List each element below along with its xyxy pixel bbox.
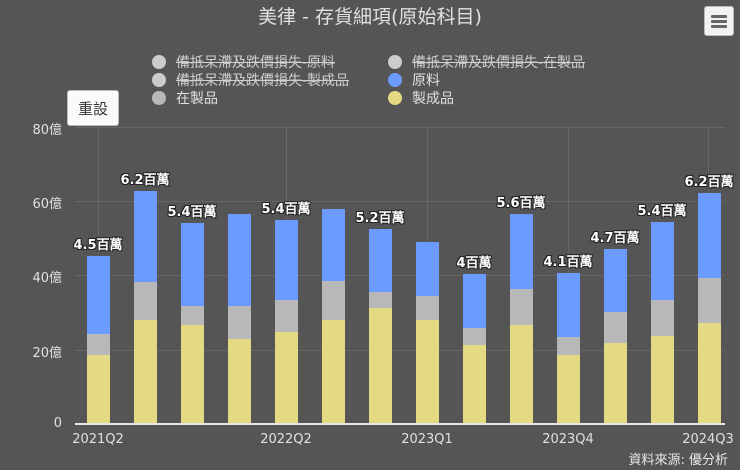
legend-item-finished-goods[interactable]: 製成品 — [388, 88, 454, 108]
bar-segment[interactable] — [556, 272, 580, 338]
total-label: 4.5百萬 — [73, 237, 123, 253]
total-label: 5.2百萬 — [355, 210, 405, 226]
bar-segment[interactable] — [86, 333, 110, 355]
legend-item-allowance-finished[interactable]: 備抵呆滯及跌價損失-製成品 — [152, 70, 349, 90]
bar-segment[interactable] — [274, 300, 298, 332]
bar-segment[interactable] — [556, 337, 580, 355]
bar-segment[interactable] — [274, 219, 298, 300]
legend-dot-icon — [152, 91, 166, 105]
gridline — [75, 201, 725, 202]
bar-segment[interactable] — [368, 291, 392, 308]
legend-dot-icon — [388, 55, 402, 69]
bar-segment[interactable] — [274, 331, 298, 424]
bar-segment[interactable] — [368, 228, 392, 292]
bar-segment[interactable] — [509, 213, 533, 289]
bar-segment[interactable] — [697, 323, 721, 424]
bar-segment[interactable] — [133, 320, 157, 424]
legend-item-wip[interactable]: 在製品 — [152, 88, 218, 108]
bar-segment[interactable] — [415, 320, 439, 424]
x-tick: 2021Q2 — [72, 432, 124, 447]
bar-segment[interactable] — [603, 311, 627, 344]
bar-segment[interactable] — [697, 277, 721, 323]
legend-item-raw-material[interactable]: 原料 — [388, 70, 440, 90]
bar-segment[interactable] — [650, 222, 674, 300]
total-label: 6.2百萬 — [684, 174, 734, 190]
bar-segment[interactable] — [462, 327, 486, 345]
chart-title: 美律 - 存貨細項(原始科目) — [258, 6, 482, 28]
bar-segment[interactable] — [462, 274, 486, 328]
bar-segment[interactable] — [180, 305, 204, 325]
total-label: 4百萬 — [456, 256, 492, 271]
bar-segment[interactable] — [133, 190, 157, 282]
total-label: 4.1百萬 — [543, 254, 593, 270]
gridline — [75, 127, 725, 128]
bar-segment[interactable] — [321, 281, 345, 321]
total-label: 5.4百萬 — [167, 204, 217, 220]
legend-item-allowance-raw[interactable]: 備抵呆滯及跌價損失-原料 — [152, 52, 335, 72]
x-tick: 2023Q1 — [401, 432, 453, 447]
total-label: 4.7百萬 — [590, 230, 640, 246]
source-credit: 資料來源: 優分析 — [628, 453, 728, 468]
bar-segment[interactable] — [415, 295, 439, 321]
bar-segment[interactable] — [86, 354, 110, 424]
y-tick: 0 — [53, 416, 62, 431]
x-tick: 2022Q2 — [260, 432, 312, 447]
gridline — [75, 350, 725, 351]
bar-segment[interactable] — [321, 320, 345, 424]
legend-dot-icon — [152, 73, 166, 87]
bar-segment[interactable] — [509, 288, 533, 325]
bar-segment[interactable] — [227, 213, 251, 306]
bar-segment[interactable] — [227, 305, 251, 339]
bar-segment[interactable] — [603, 248, 627, 312]
bar-segment[interactable] — [650, 336, 674, 424]
y-tick: 60億 — [32, 197, 62, 212]
bar-segment[interactable] — [556, 354, 580, 424]
y-tick: 40億 — [32, 271, 62, 286]
x-tick: 2024Q3 — [682, 432, 734, 447]
x-tick: 2023Q4 — [542, 432, 594, 447]
legend-dot-icon — [152, 55, 166, 69]
bar-segment[interactable] — [180, 324, 204, 424]
legend-dot-icon — [388, 91, 402, 105]
total-label: 5.4百萬 — [637, 204, 687, 220]
legend-dot-icon — [388, 73, 402, 87]
total-label: 6.2百萬 — [120, 172, 170, 188]
gridline — [75, 275, 725, 276]
bar-segment[interactable] — [180, 222, 204, 306]
hamburger-menu-icon[interactable] — [704, 6, 734, 36]
x-axis-line — [75, 423, 725, 425]
bar-segment[interactable] — [368, 307, 392, 424]
total-label: 5.6百萬 — [496, 195, 546, 211]
bar-segment[interactable] — [462, 344, 486, 424]
bar-segment[interactable] — [321, 209, 345, 282]
legend-item-allowance-wip[interactable]: 備抵呆滯及跌價損失-在製品 — [388, 52, 585, 72]
bar-segment[interactable] — [86, 255, 110, 334]
bar-segment[interactable] — [133, 281, 157, 321]
bar-segment[interactable] — [415, 242, 439, 296]
bar-segment[interactable] — [650, 300, 674, 336]
bar-segment[interactable] — [227, 338, 251, 424]
bar-segment[interactable] — [603, 343, 627, 424]
total-label: 5.4百萬 — [261, 201, 311, 217]
reset-zoom-button[interactable]: 重設 — [67, 90, 119, 126]
y-tick: 80億 — [32, 123, 62, 138]
bar-segment[interactable] — [697, 192, 721, 278]
bar-segment[interactable] — [509, 324, 533, 424]
y-tick: 20億 — [32, 346, 62, 361]
